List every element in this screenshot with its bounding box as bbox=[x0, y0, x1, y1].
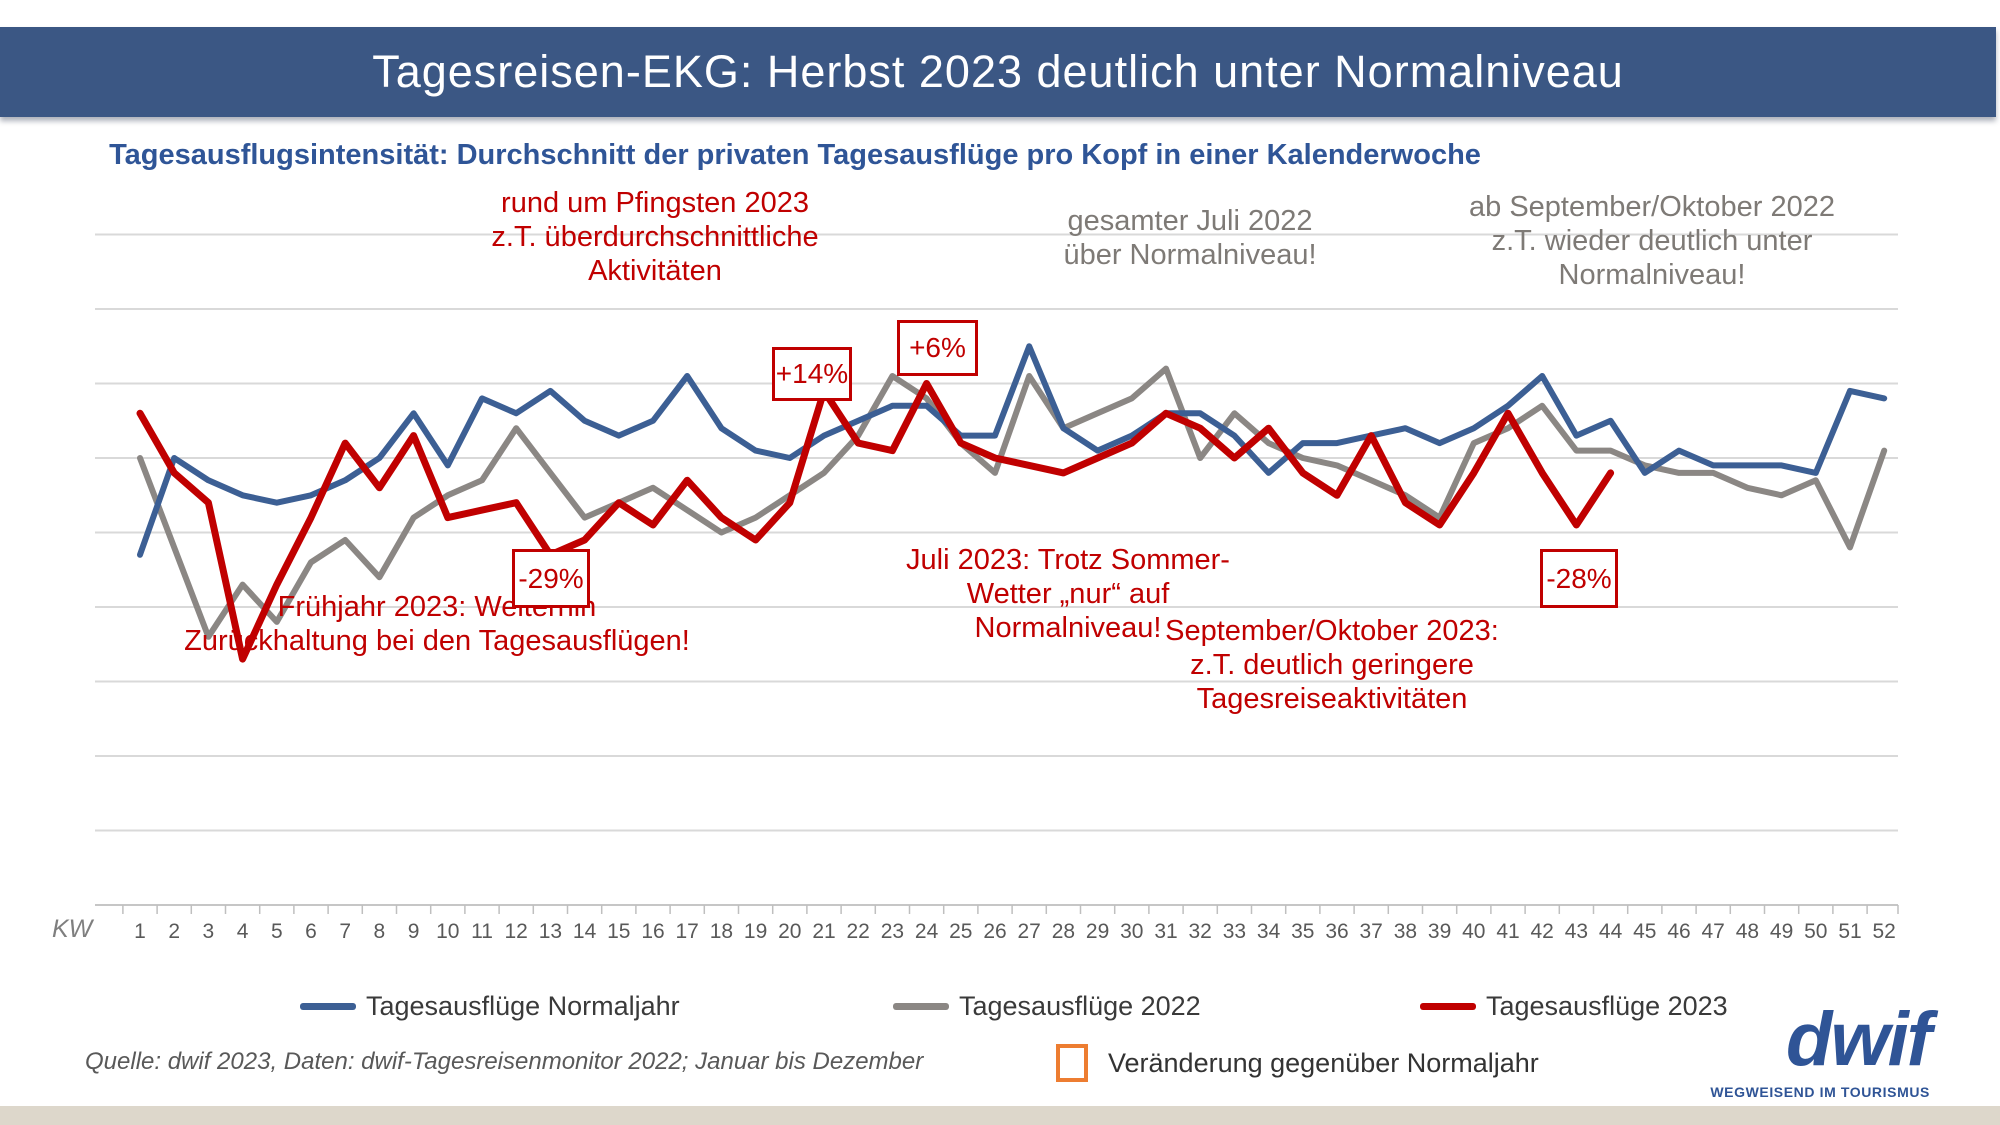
annotation-sept-okt-2022: ab September/Oktober 2022 z.T. wieder deu… bbox=[1469, 191, 1835, 291]
x-tick-label: 15 bbox=[607, 920, 631, 943]
x-tick-label: 36 bbox=[1325, 920, 1349, 943]
legend-dash-icon bbox=[300, 1002, 356, 1010]
x-tick-label: 51 bbox=[1838, 920, 1862, 943]
series-line-2022 bbox=[137, 365, 1888, 640]
legend-label: Tagesausflüge 2023 bbox=[1486, 990, 1728, 1021]
x-tick-label: 49 bbox=[1769, 920, 1794, 943]
x-tick-label: 48 bbox=[1735, 920, 1760, 943]
legend-label: Tagesausflüge 2022 bbox=[959, 990, 1201, 1021]
legend-entry-normaljahr: Tagesausflüge Normaljahr bbox=[300, 988, 680, 1024]
legend-dash-icon bbox=[1420, 1002, 1476, 1010]
x-tick-label: 41 bbox=[1496, 920, 1520, 943]
x-tick-label: 9 bbox=[407, 920, 420, 943]
x-tick-label: 47 bbox=[1701, 920, 1725, 943]
source-note: Quelle: dwif 2023, Daten: dwif-Tagesreis… bbox=[85, 1048, 924, 1075]
x-tick-label: 5 bbox=[270, 920, 283, 943]
logo-tagline: WEGWEISEND IM TOURISMUS bbox=[1710, 1084, 1930, 1100]
x-tick-label: 24 bbox=[914, 920, 939, 943]
x-tick-label: 22 bbox=[846, 920, 870, 943]
x-tick-label: 7 bbox=[339, 920, 352, 943]
x-tick-label: 33 bbox=[1222, 920, 1247, 943]
x-tick-label: 1 bbox=[134, 920, 146, 943]
x-tick-label: 46 bbox=[1667, 920, 1691, 943]
annotation-juli-2023: Juli 2023: Trotz Sommer- Wetter „nur“ auf… bbox=[906, 544, 1230, 644]
x-tick-label: 29 bbox=[1085, 920, 1110, 943]
callout--28%: -28% bbox=[1540, 549, 1618, 608]
x-tick-label: 34 bbox=[1256, 920, 1281, 943]
x-axis-unit-label: KW bbox=[52, 915, 93, 943]
legend-change-label: Veränderung gegenüber Normaljahr bbox=[1108, 1047, 1539, 1078]
x-tick-label: 30 bbox=[1120, 920, 1144, 943]
callout-+6%: +6% bbox=[897, 320, 978, 376]
legend-change-note: Veränderung gegenüber Normaljahr bbox=[1056, 1044, 1539, 1082]
legend-dash-icon bbox=[893, 1002, 949, 1010]
x-tick-label: 32 bbox=[1188, 920, 1212, 943]
x-tick-label: 52 bbox=[1872, 920, 1896, 943]
legend-entry-2022: Tagesausflüge 2022 bbox=[893, 988, 1201, 1024]
x-tick-label: 43 bbox=[1564, 920, 1589, 943]
dwif-logo: dwif WEGWEISEND IM TOURISMUS bbox=[1710, 997, 1932, 1101]
legend-entry-2023: Tagesausflüge 2023 bbox=[1420, 988, 1728, 1024]
x-tick-label: 37 bbox=[1359, 920, 1383, 943]
logo-wordmark: dwif bbox=[1786, 997, 1932, 1082]
x-tick-label: 40 bbox=[1462, 920, 1486, 943]
x-tick-label: 23 bbox=[880, 920, 905, 943]
annotation-sept-okt-2023: September/Oktober 2023: z.T. deutlich ger… bbox=[1165, 615, 1499, 715]
x-tick-label: 38 bbox=[1393, 920, 1418, 943]
x-tick-label: 16 bbox=[641, 920, 665, 943]
title-banner: Tagesreisen-EKG: Herbst 2023 deutlich un… bbox=[0, 27, 1996, 117]
chart-subtitle: Tagesausflugsintensität: Durchschnitt de… bbox=[109, 139, 1481, 171]
x-tick-label: 12 bbox=[504, 920, 528, 943]
change-box-icon bbox=[1056, 1044, 1088, 1082]
x-tick-label: 19 bbox=[743, 920, 768, 943]
x-tick-label: 26 bbox=[983, 920, 1007, 943]
series-line-2023 bbox=[136, 380, 1615, 663]
x-tick-label: 21 bbox=[812, 920, 836, 943]
x-tick-label: 31 bbox=[1154, 920, 1178, 943]
x-tick-label: 25 bbox=[949, 920, 973, 943]
x-tick-label: 27 bbox=[1017, 920, 1041, 943]
x-tick-label: 4 bbox=[236, 920, 249, 943]
x-tick-label: 39 bbox=[1427, 920, 1452, 943]
x-tick-label: 8 bbox=[373, 920, 386, 943]
annotation-pfingsten-2023: rund um Pfingsten 2023 z.T. überdurchschn… bbox=[491, 187, 819, 287]
x-tick-label: 44 bbox=[1598, 920, 1623, 943]
x-tick-label: 3 bbox=[202, 920, 215, 943]
x-tick-label: 2 bbox=[168, 920, 181, 943]
annotation-juli-2022: gesamter Juli 2022 über Normalniveau! bbox=[1063, 205, 1317, 271]
x-tick-label: 20 bbox=[778, 920, 802, 943]
x-tick-label: 10 bbox=[436, 920, 460, 943]
x-tick-label: 13 bbox=[538, 920, 563, 943]
x-tick-label: 6 bbox=[305, 920, 317, 943]
x-tick-label: 28 bbox=[1051, 920, 1076, 943]
x-tick-label: 11 bbox=[471, 920, 493, 943]
x-tick-label: 42 bbox=[1530, 920, 1554, 943]
annotation-fruehjahr-2023: Frühjahr 2023: Weiterhin Zurückhaltung be… bbox=[184, 591, 690, 657]
x-tick-label: 14 bbox=[572, 920, 597, 943]
footer-bar bbox=[0, 1106, 2000, 1125]
x-tick-label: 50 bbox=[1804, 920, 1828, 943]
x-tick-label: 18 bbox=[709, 920, 734, 943]
series-line-normaljahr bbox=[137, 343, 1888, 558]
x-tick-label: 35 bbox=[1291, 920, 1315, 943]
x-tick-label: 17 bbox=[675, 920, 699, 943]
x-tick-label: 45 bbox=[1633, 920, 1657, 943]
page-title: Tagesreisen-EKG: Herbst 2023 deutlich un… bbox=[372, 46, 1624, 97]
legend-label: Tagesausflüge Normaljahr bbox=[366, 990, 680, 1021]
callout--29%: -29% bbox=[512, 549, 590, 608]
callout-+14%: +14% bbox=[772, 347, 852, 401]
